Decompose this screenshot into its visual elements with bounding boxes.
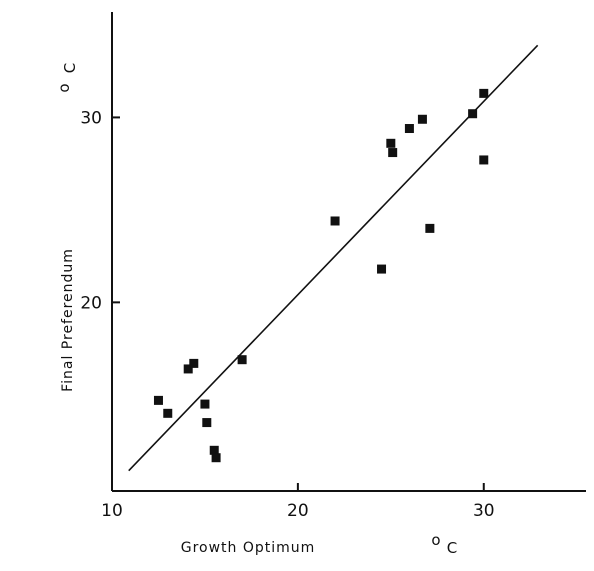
x-axis-label: Growth Optimum <box>181 540 316 556</box>
data-point <box>163 408 173 418</box>
data-point <box>211 453 221 463</box>
data-points <box>153 88 489 463</box>
data-point <box>209 445 219 455</box>
data-point <box>189 358 199 368</box>
y-tick-label: 20 <box>80 293 102 313</box>
y-axis-label: Final Preferendum <box>60 248 76 392</box>
axes <box>111 12 586 492</box>
ticks: 10 20 30 20 30 <box>80 108 494 521</box>
x-tick-label: 10 <box>101 501 123 521</box>
data-point <box>237 355 247 365</box>
x-tick-label: 20 <box>287 501 309 521</box>
y-tick-label: 30 <box>80 108 102 128</box>
data-point <box>202 418 212 428</box>
data-point <box>404 124 414 134</box>
data-point <box>388 148 398 158</box>
data-point <box>330 216 340 226</box>
data-point <box>468 109 478 119</box>
data-point <box>153 395 163 405</box>
x-tick-label: 30 <box>473 501 495 521</box>
data-point <box>479 88 489 98</box>
data-point <box>417 114 427 124</box>
x-axis-unit-letter: C <box>447 539 457 557</box>
data-point <box>377 264 387 274</box>
x-axis-unit-degree: o <box>431 531 440 549</box>
data-point <box>183 364 193 374</box>
data-point <box>386 138 396 148</box>
y-axis-unit-degree: o <box>55 83 73 92</box>
trend-line <box>128 44 539 472</box>
data-point <box>479 155 489 165</box>
data-point <box>200 399 210 409</box>
data-point <box>425 223 435 233</box>
y-axis-unit-letter: C <box>61 63 79 73</box>
